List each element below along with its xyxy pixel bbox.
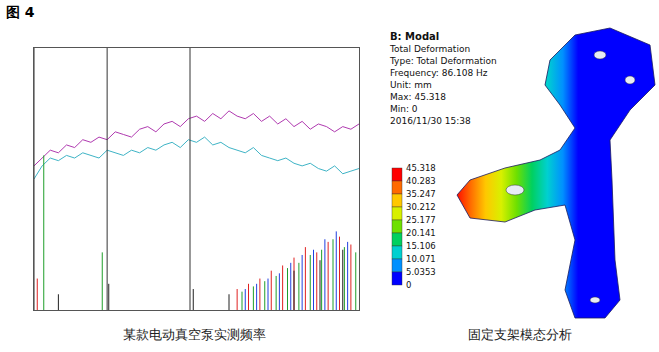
svg-text:Frequency: 86.108 Hz: Frequency: 86.108 Hz	[390, 68, 488, 78]
html-text:固定支架模态分析: 固定支架模态分析	[468, 327, 572, 342]
svg-text:Type: Total Deformation: Type: Total Deformation	[389, 56, 497, 66]
svg-text:2016/11/30 15:38: 2016/11/30 15:38	[390, 116, 471, 126]
svg-text:15.106: 15.106	[406, 241, 436, 251]
svg-text:0: 0	[406, 280, 411, 290]
svg-text:25.177: 25.177	[406, 215, 436, 225]
svg-text:40.283: 40.283	[406, 176, 436, 186]
svg-text:20.141: 20.141	[406, 228, 436, 238]
svg-text:Max: 45.318: Max: 45.318	[390, 92, 446, 102]
svg-text:45.318: 45.318	[406, 163, 436, 173]
svg-text:Total Deformation: Total Deformation	[389, 44, 470, 54]
html-text:某款电动真空泵实测频率: 某款电动真空泵实测频率	[123, 327, 266, 342]
svg-text:30.212: 30.212	[406, 202, 436, 212]
svg-text:Unit: mm: Unit: mm	[390, 80, 432, 90]
svg-text:Min: 0: Min: 0	[390, 104, 418, 114]
html-text:图 4: 图 4	[6, 4, 35, 20]
svg-text:B: Modal: B: Modal	[390, 31, 439, 42]
svg-text:35.247: 35.247	[406, 189, 436, 199]
svg-text:5.0353: 5.0353	[406, 267, 436, 277]
svg-text:10.071: 10.071	[406, 254, 436, 264]
